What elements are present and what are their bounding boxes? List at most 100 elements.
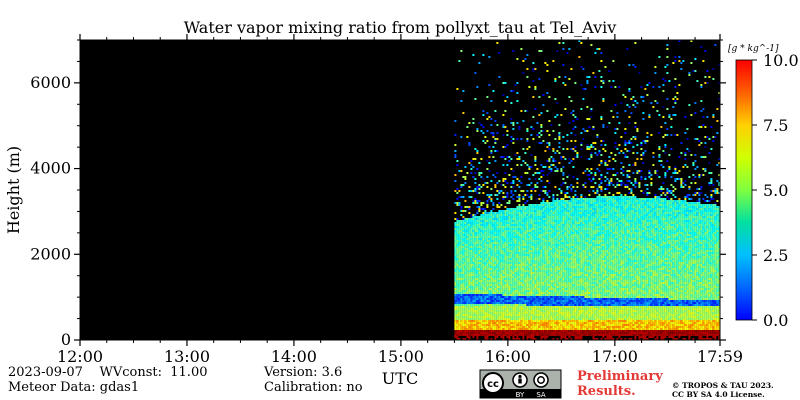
heatmap-cell [460,196,463,198]
heatmap-cell [572,292,575,294]
heatmap-cell [476,302,479,304]
heatmap-cell [504,290,507,292]
heatmap-cell [530,336,533,338]
heatmap-cell [492,282,495,284]
heatmap-cell [470,190,473,192]
heatmap-cell [512,334,515,336]
heatmap-cell [568,288,571,290]
heatmap-cell [528,166,531,168]
heatmap-cell [534,190,537,192]
heatmap-cell [512,212,515,214]
heatmap-cell [582,264,585,266]
heatmap-cell [536,216,539,218]
heatmap-cell [502,220,505,222]
heatmap-cell [580,42,583,44]
heatmap-cell [480,296,483,298]
heatmap-cell [510,196,513,198]
heatmap-cell [580,66,583,68]
heatmap-cell [458,304,461,306]
heatmap-cell [552,208,555,210]
heatmap-cell [570,190,573,192]
heatmap-cell [514,302,517,304]
heatmap-cell [566,282,569,284]
heatmap-cell [526,214,529,216]
heatmap-cell [492,260,495,262]
heatmap-cell [488,296,491,298]
heatmap-cell [532,276,535,278]
heatmap-cell [454,256,457,258]
heatmap-cell [544,264,547,266]
heatmap-cell [570,222,573,224]
heatmap-cell [500,220,503,222]
heatmap-cell [538,302,541,304]
heatmap-cell [556,198,559,200]
heatmap-cell [504,288,507,290]
heatmap-cell [546,180,549,182]
heatmap-cell [528,220,531,222]
heatmap-cell [566,186,569,188]
heatmap-cell [566,266,569,268]
heatmap-cell [528,206,531,208]
heatmap-cell [578,220,581,222]
heatmap-cell [464,228,467,230]
heatmap-cell [562,286,565,288]
heatmap-cell [570,262,573,264]
heatmap-cell [488,302,491,304]
heatmap-cell [522,206,525,208]
heatmap-cell [540,208,543,210]
heatmap-cell [578,248,581,250]
heatmap-cell [568,272,571,274]
heatmap-cell [542,166,545,168]
heatmap-cell [572,212,575,214]
heatmap-cell [560,258,563,260]
heatmap-cell [538,334,541,336]
heatmap-cell [560,156,563,158]
heatmap-cell [462,222,465,224]
heatmap-cell [468,276,471,278]
heatmap-cell [566,212,569,214]
heatmap-cell [492,334,495,336]
heatmap-cell [554,308,557,310]
heatmap-cell [482,322,485,324]
heatmap-cell [576,258,579,260]
heatmap-cell [514,278,517,280]
heatmap-cell [522,246,525,248]
heatmap-cell [498,238,501,240]
heatmap-cell [572,310,575,312]
heatmap-cell [508,288,511,290]
heatmap-cell [562,42,565,44]
heatmap-cell [458,220,461,222]
heatmap-cell [514,330,517,332]
heatmap-cell [584,296,587,298]
heatmap-cell [482,254,485,256]
heatmap-cell [504,100,507,102]
heatmap-cell [532,228,535,230]
heatmap-cell [528,218,531,220]
heatmap-cell [578,288,581,290]
heatmap-cell [472,336,475,338]
heatmap-cell [560,302,563,304]
heatmap-cell [472,250,475,252]
heatmap-cell [488,288,491,290]
heatmap-cell [586,158,589,160]
heatmap-cell [494,222,497,224]
heatmap-cell [512,318,515,320]
heatmap-cell [460,236,463,238]
heatmap-cell [576,210,579,212]
heatmap-cell [582,204,585,206]
heatmap-cell [534,302,537,304]
heatmap-cell [476,128,479,130]
heatmap-cell [456,202,459,204]
heatmap-cell [508,234,511,236]
heatmap-cell [456,260,459,262]
heatmap-cell [480,208,483,210]
heatmap-cell [584,316,587,318]
heatmap-cell [474,276,477,278]
heatmap-cell [562,230,565,232]
heatmap-cell [458,296,461,298]
heatmap-cell [576,276,579,278]
heatmap-cell [574,324,577,326]
heatmap-cell [506,244,509,246]
heatmap-cell [578,232,581,234]
heatmap-cell [560,330,563,332]
